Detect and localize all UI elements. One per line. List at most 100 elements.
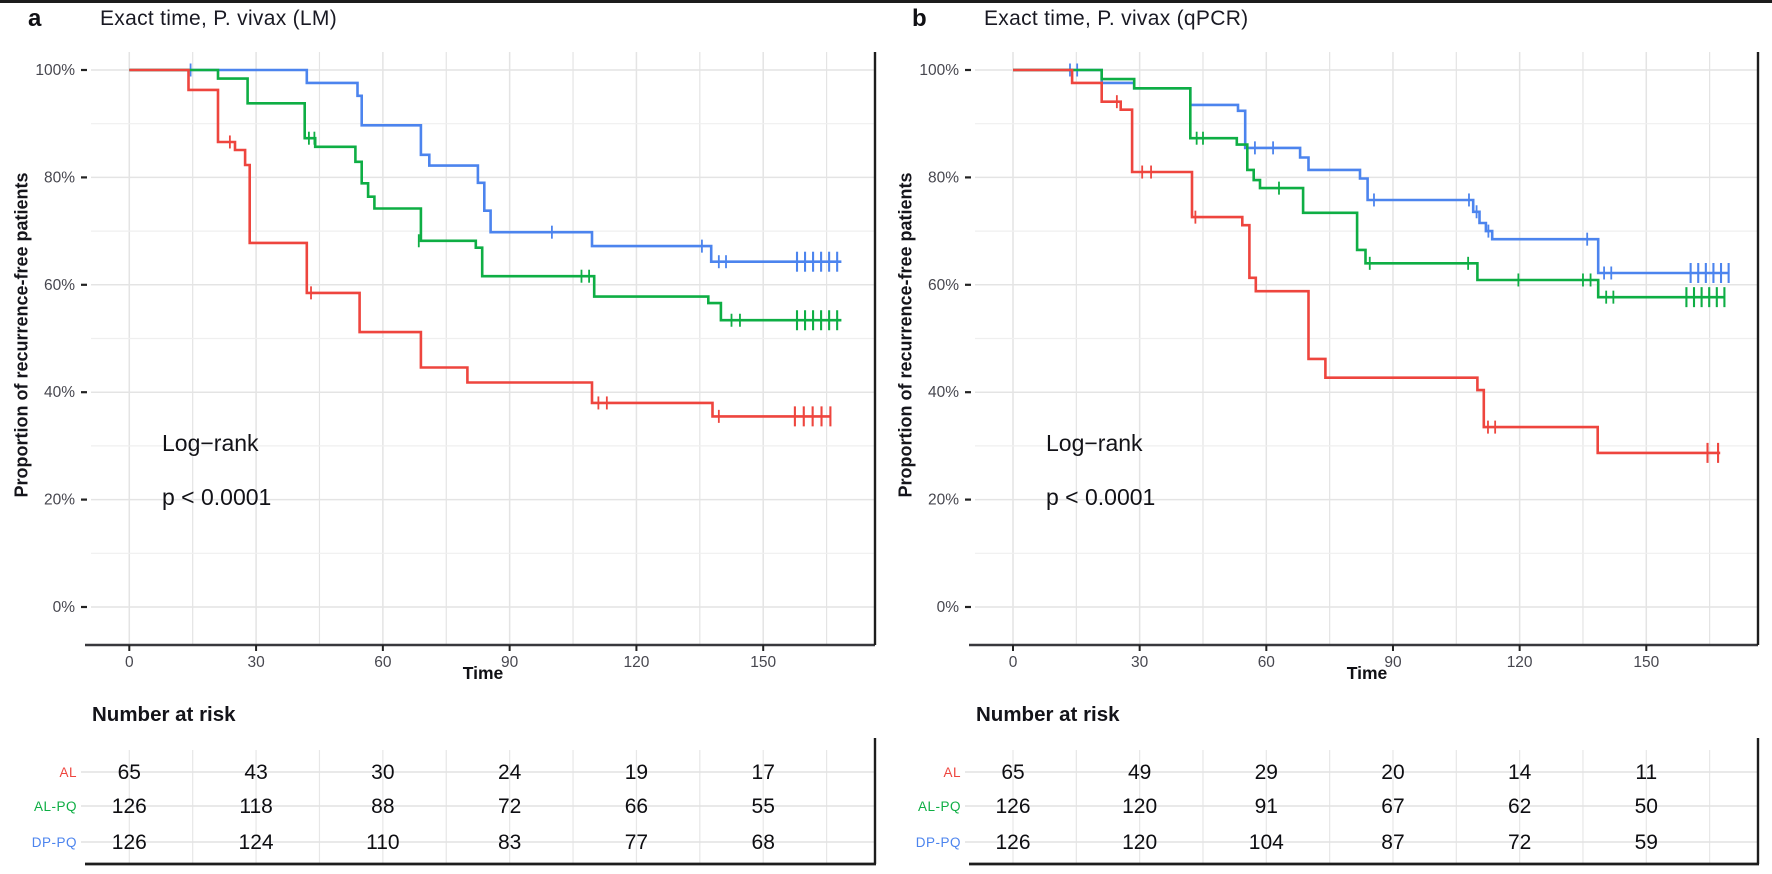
risk-count: 59	[1635, 831, 1658, 854]
risk-count: 72	[498, 795, 521, 818]
km-curve-DP-PQ	[129, 68, 842, 263]
risk-count: 20	[1381, 761, 1404, 784]
x-tick-label: 120	[1507, 654, 1533, 671]
panel-b-letter: b	[912, 5, 927, 32]
y-tick-label: 100%	[35, 62, 75, 79]
panel-b-risk-table-title: Number at risk	[976, 703, 1120, 726]
censor-marks-AL	[228, 135, 832, 427]
risk-count: 11	[1635, 761, 1657, 784]
risk-count: 55	[752, 795, 775, 818]
y-tick-label: 60%	[44, 277, 75, 294]
risk-count: 65	[1001, 761, 1024, 784]
risk-count: 88	[371, 795, 394, 818]
risk-table-grid	[965, 750, 1758, 863]
risk-count: 104	[1249, 831, 1284, 854]
y-tick-label: 20%	[44, 492, 75, 509]
risk-row-label-AL-PQ: AL-PQ	[918, 799, 961, 814]
panel-a-letter: a	[28, 5, 42, 32]
risk-count: 91	[1255, 795, 1278, 818]
risk-count: 17	[752, 761, 775, 784]
x-tick-label: 30	[247, 654, 265, 671]
risk-count: 77	[625, 831, 648, 854]
censor-marks-AL-PQ	[308, 131, 839, 331]
risk-table-b: AL 65 49 29 20 14 11 AL-PQ 126 120 91 67 62 50 DP-PQ 12…	[916, 761, 1658, 854]
panel-b: 0 30 60 90 120 150 100% 80% 60% 40% 20% 0% AL 65 49 29 2…	[916, 52, 1760, 866]
censor-marks-DP-PQ	[1069, 63, 1730, 283]
grid-lines	[91, 52, 875, 645]
x-tick-label: 120	[623, 654, 649, 671]
x-tick-label: 60	[374, 654, 392, 671]
risk-count: 14	[1508, 761, 1532, 784]
censor-marks-DP-PQ	[189, 63, 839, 272]
risk-count: 62	[1508, 795, 1531, 818]
y-tick-label: 40%	[928, 384, 959, 401]
risk-count: 19	[625, 761, 648, 784]
risk-count: 118	[239, 795, 272, 818]
censor-marks-AL-PQ	[1195, 131, 1726, 308]
km-curve-AL-PQ	[129, 68, 842, 322]
risk-count: 66	[625, 795, 648, 818]
panel-a-x-axis-label: Time	[462, 663, 504, 683]
risk-count: 29	[1255, 761, 1278, 784]
risk-table-grid	[81, 750, 875, 863]
risk-count: 65	[118, 761, 141, 784]
risk-count: 50	[1635, 795, 1658, 818]
risk-count: 120	[1122, 831, 1157, 854]
panel-b-pvalue-label: p < 0.0001	[1046, 484, 1156, 510]
y-tick-label: 80%	[928, 169, 959, 186]
x-tick-label: 150	[1633, 654, 1659, 671]
risk-count: 30	[371, 761, 394, 784]
x-tick-label: 150	[750, 654, 776, 671]
censor-marks-AL	[1115, 95, 1720, 463]
grid-lines	[975, 52, 1758, 645]
x-tick-label: 90	[1384, 654, 1402, 671]
risk-row-label-DP-PQ: DP-PQ	[916, 835, 961, 850]
y-tick-label: 100%	[919, 62, 959, 79]
risk-row-label-DP-PQ: DP-PQ	[32, 835, 77, 850]
risk-count: 49	[1128, 761, 1151, 784]
x-tick-label: 0	[125, 654, 134, 671]
panel-a-pvalue-label: p < 0.0001	[162, 484, 272, 510]
y-tick-label: 80%	[44, 169, 75, 186]
y-tick-label: 0%	[53, 599, 76, 616]
risk-count: 68	[752, 831, 775, 854]
risk-row-label-AL-PQ: AL-PQ	[34, 799, 77, 814]
risk-count: 124	[239, 831, 274, 854]
x-tick-label: 90	[501, 654, 519, 671]
risk-count: 72	[1508, 831, 1531, 854]
risk-count: 87	[1381, 831, 1404, 854]
panel-a-logrank-label: Log−rank	[162, 430, 259, 456]
panel-a-title: Exact time, P. vivax (LM)	[100, 7, 338, 30]
risk-count: 43	[244, 761, 267, 784]
risk-table-a: AL 65 43 30 24 19 17 AL-PQ 126 118 88 72 66 55 DP-PQ 12…	[32, 761, 775, 854]
panel-b-x-axis-label: Time	[1346, 663, 1388, 683]
x-tick-label: 30	[1131, 654, 1149, 671]
panel-a: 0 30 60 90 120 150 100% 80% 60% 40% 20% 0% AL 65 43 30 2…	[32, 52, 877, 866]
risk-count: 110	[366, 831, 399, 854]
y-tick-label: 0%	[937, 599, 960, 616]
risk-count: 126	[995, 831, 1030, 854]
km-curve-AL	[129, 68, 831, 418]
panel-a-y-axis-label: Proportion of recurrence-free patients	[11, 172, 32, 498]
risk-row-label-AL: AL	[59, 765, 77, 780]
x-tick-label: 0	[1009, 654, 1018, 671]
risk-count: 24	[498, 761, 522, 784]
y-tick-label: 60%	[928, 277, 959, 294]
risk-count: 126	[995, 795, 1030, 818]
risk-count: 67	[1381, 795, 1404, 818]
panel-b-title: Exact time, P. vivax (qPCR)	[984, 7, 1249, 30]
x-tick-label: 60	[1258, 654, 1276, 671]
panel-b-logrank-label: Log−rank	[1046, 430, 1143, 456]
risk-count: 126	[112, 795, 147, 818]
km-curve-AL	[1013, 68, 1721, 455]
risk-row-label-AL: AL	[943, 765, 961, 780]
panel-a-risk-table-title: Number at risk	[92, 703, 236, 726]
panel-b-y-axis-label: Proportion of recurrence-free patients	[895, 172, 916, 498]
risk-count: 120	[1122, 795, 1157, 818]
y-tick-label: 40%	[44, 384, 75, 401]
risk-count: 126	[112, 831, 147, 854]
figure-top-border	[0, 0, 1772, 3]
risk-count: 83	[498, 831, 521, 854]
